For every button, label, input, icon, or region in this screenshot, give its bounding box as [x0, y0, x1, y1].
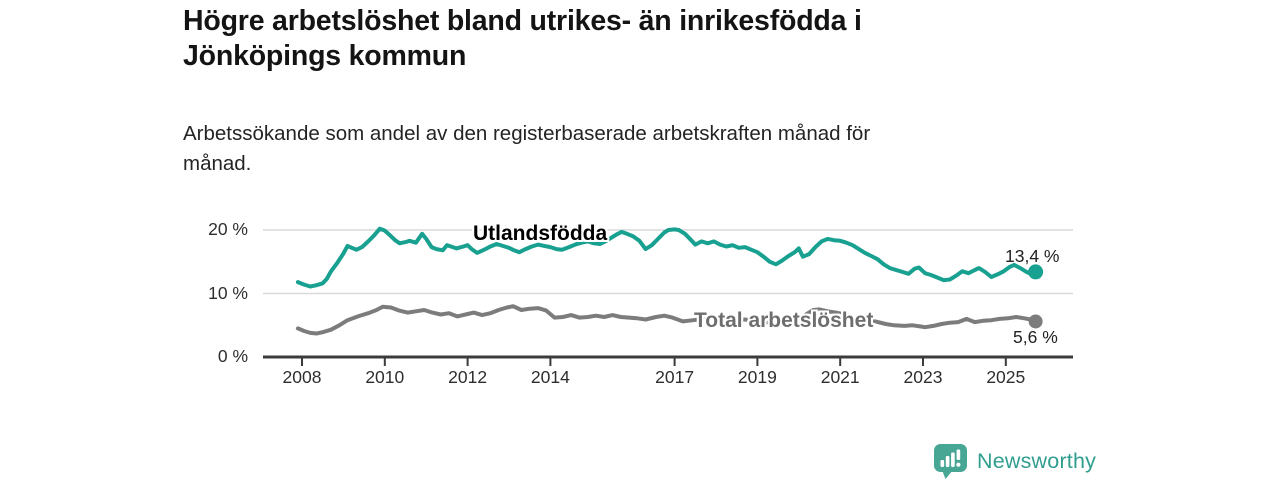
- chart-subtitle-line-2: månad.: [183, 151, 252, 175]
- y-axis-label: 10 %: [208, 282, 248, 303]
- y-axis-label: 20 %: [208, 219, 248, 239]
- chart-subtitle: Arbetssökande som andel av den registerb…: [183, 119, 1083, 178]
- chart-subtitle-line-1: Arbetssökande som andel av den registerb…: [183, 122, 871, 145]
- series-end-dot-total-arbetsloshet: [1028, 314, 1043, 329]
- x-axis-label: 2012: [448, 367, 488, 387]
- x-axis-label: 2014: [530, 367, 570, 387]
- page-title: Högre arbetslöshet bland utrikes- än inr…: [183, 4, 1083, 74]
- end-value-total-arbetsloshet: 5,6 %: [1013, 327, 1058, 347]
- newsworthy-icon: [934, 444, 967, 479]
- x-axis-label: 2023: [903, 367, 943, 387]
- y-axis-label: 0 %: [217, 346, 248, 366]
- page-title-line-2: Jönköpings kommun: [183, 39, 467, 72]
- end-value-utlandsfodda: 13,4 %: [1005, 246, 1060, 266]
- x-axis-label: 2025: [986, 367, 1026, 387]
- newsworthy-wordmark: Newsworthy: [977, 448, 1097, 473]
- x-axis-label: 2010: [365, 367, 405, 387]
- series-end-dot-utlandsfodda: [1028, 264, 1044, 280]
- series-label-total-arbetsloshet: Total arbetslöshet: [694, 309, 874, 332]
- x-axis-label: 2021: [820, 367, 860, 387]
- page-title-line-1: Högre arbetslöshet bland utrikes- än inr…: [183, 5, 862, 37]
- series-line-total-arbetsloshet: [295, 304, 1038, 336]
- x-axis-label: 2017: [655, 367, 695, 387]
- series-label-utlandsfodda: Utlandsfödda: [473, 222, 608, 245]
- x-axis-label: 2008: [282, 367, 322, 387]
- series-line-utlandsfodda: [295, 226, 1038, 289]
- newsworthy-logo[interactable]: Newsworthy: [933, 443, 1096, 479]
- x-axis-label: 2019: [737, 367, 777, 387]
